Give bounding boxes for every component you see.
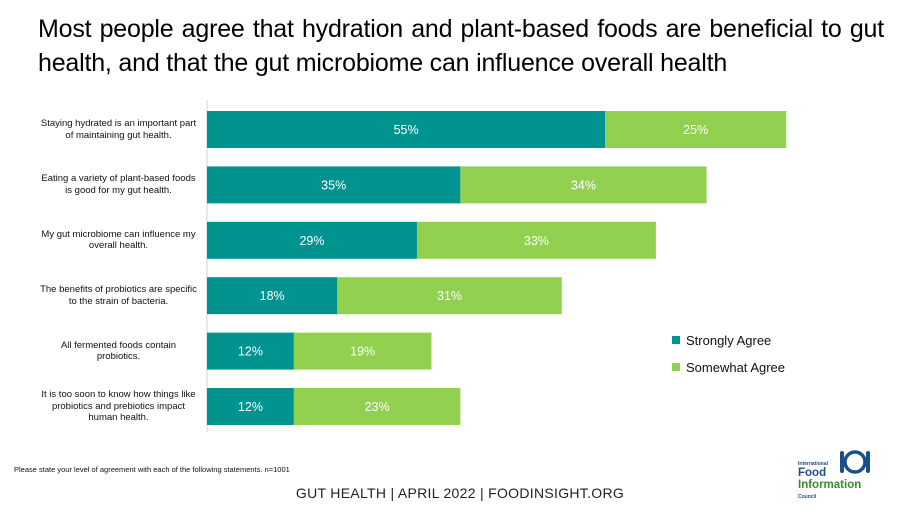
category-label-3: My gut microbiome can influence my overa… [41,228,196,252]
legend-label-somewhat-agree: Somewhat Agree [686,360,786,375]
category-label-6: It is too soon to know how things like p… [41,389,196,424]
bar-strongly-agree-2 [207,166,461,204]
bar-strongly-agree-6 [207,388,294,425]
chart-title: Most people agree that hydration and pla… [38,15,884,77]
ific-logo: International Food Information Council [793,446,893,502]
data-label-strongly-agree-3: 29% [299,234,324,248]
data-label-somewhat-agree-4: 31% [437,289,462,303]
bar-somewhat-agree-3 [416,221,656,259]
legend-swatch-strongly-agree [672,336,680,344]
logo-text-council: Council [798,494,817,500]
legend-label-strongly-agree: Strongly Agree [686,333,772,348]
data-label-strongly-agree-4: 18% [260,289,285,303]
category-label-4: The benefits of probiotics are specific … [40,284,197,307]
fork-plate-knife-icon [840,450,870,474]
footer: GUT HEALTH | APRIL 2022 | FOODINSIGHT.OR… [295,485,625,501]
bar-strongly-agree-4 [207,277,338,315]
logo-text-information: Information [798,479,862,491]
category-label-1: Staying hydrated is an important part of… [40,118,197,141]
bar-strongly-agree-5 [207,332,294,370]
data-label-somewhat-agree-3: 33% [524,234,549,248]
legend-swatch-somewhat-agree [672,363,680,371]
bar-somewhat-agree-2 [460,166,707,204]
category-label-5: All fermented foods contain probiotics. [60,339,177,363]
legend-item-strongly-agree: Strongly Agree [672,333,771,348]
bar-somewhat-agree-5 [293,332,432,370]
category-label-2: Eating a variety of plant-based foods is… [41,173,196,196]
bar-somewhat-agree-4 [337,277,562,315]
data-label-strongly-agree-2: 35% [321,178,346,192]
data-label-somewhat-agree-5: 19% [350,345,375,359]
data-label-strongly-agree-5: 12% [238,345,263,359]
logo-text-international: International [798,461,829,467]
bar-somewhat-agree-1 [605,111,787,148]
data-label-strongly-agree-6: 12% [238,400,263,414]
legend-item-somewhat-agree: Somewhat Agree [672,360,785,375]
footnote: Please state your level of agreement wit… [14,465,290,474]
data-label-somewhat-agree-1: 25% [683,123,708,137]
data-label-strongly-agree-1: 55% [394,123,419,137]
bar-strongly-agree-1 [207,111,606,148]
bar-strongly-agree-3 [207,221,417,259]
data-label-somewhat-agree-2: 34% [571,178,596,192]
logo-text-food: Food [798,467,827,479]
data-label-somewhat-agree-6: 23% [365,400,390,414]
bar-somewhat-agree-6 [293,388,461,425]
